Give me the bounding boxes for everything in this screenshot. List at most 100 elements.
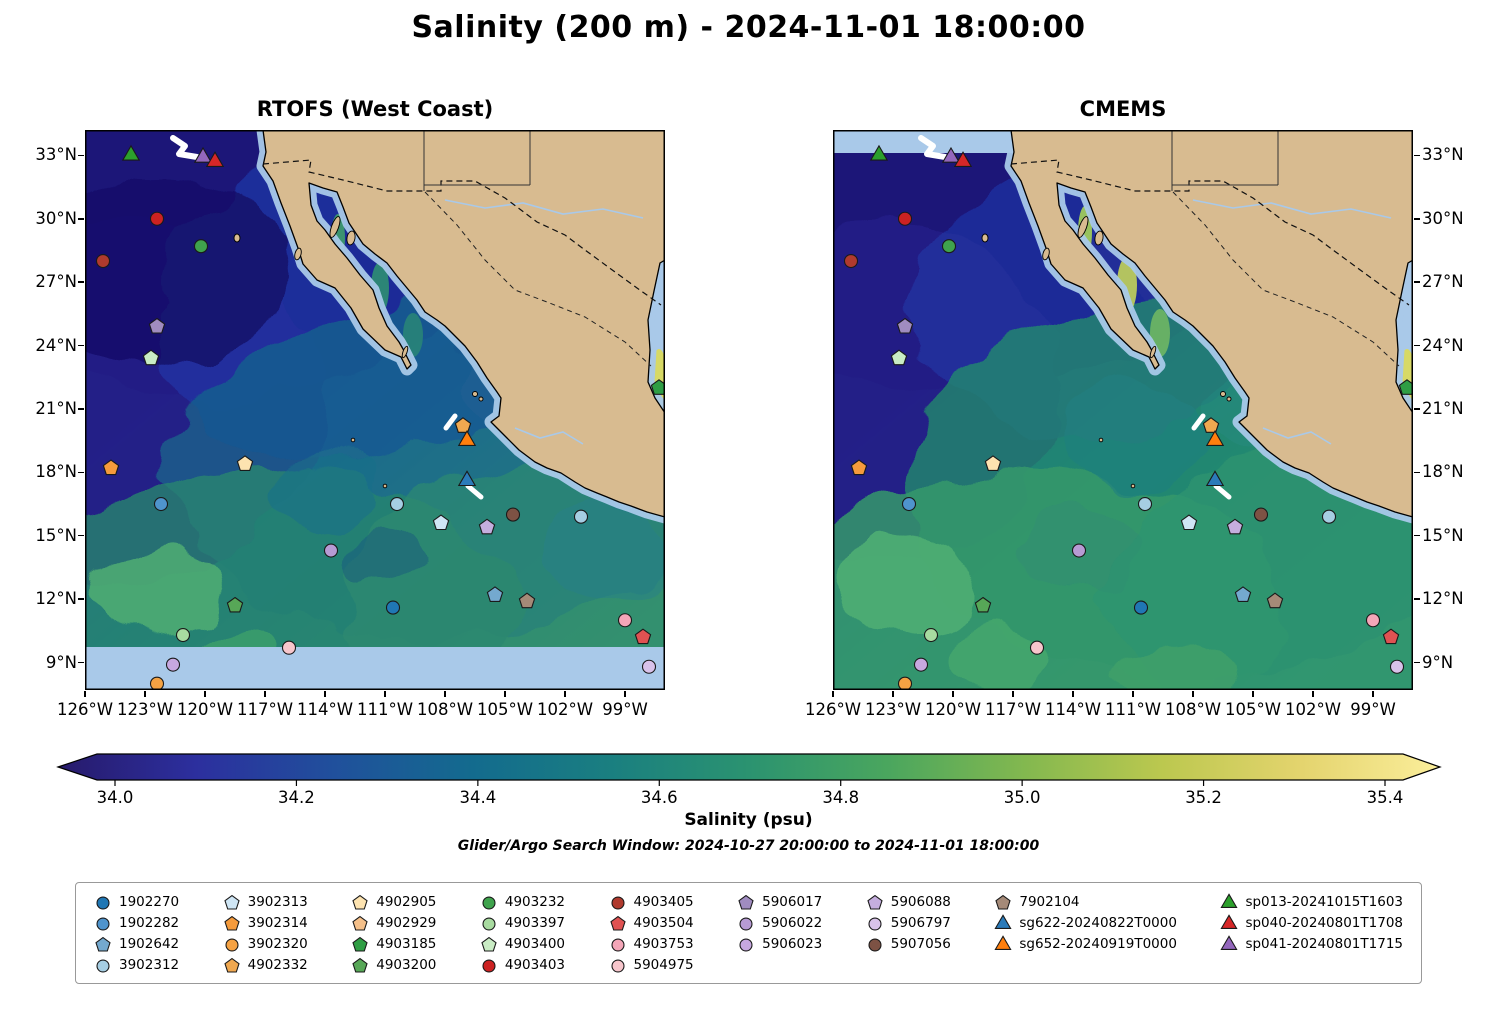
legend-marker-sp013-20241015T1603 [1220,892,1238,908]
legend-entry-label: 1902282 [119,914,180,931]
marker-4903405: 4903405 [95,253,111,269]
marker-sg652-20240919T0000: sg652-20240919T0000 [1205,429,1225,446]
marker-1902282: 1902282 [901,496,917,512]
circle-marker-icon [96,916,110,931]
marker-5907056: 5907056 [505,507,521,522]
legend-entry: 4903400 [480,933,565,954]
axis-tick [444,691,446,697]
marker-4903185: 4903185 [1398,379,1413,395]
colorbar [56,753,1442,786]
pentagon-marker-icon [352,894,368,910]
axis-tick [1414,534,1420,537]
axis-tick [624,691,626,697]
legend-marker-sg622-20240822T0000 [994,913,1012,929]
legend-marker-sp041-20240801T1715 [1220,934,1238,950]
axis-tick [264,691,266,697]
marker-4903403: 4903403 [897,211,913,226]
lon-tick-label: 123°W [864,700,922,719]
lat-tick-label: 30°N [35,208,77,228]
lat-tick-label: 18°N [35,462,77,482]
legend-marker-4903405 [610,895,625,910]
lat-tick-label: 18°N [1422,462,1464,482]
legend: 1902270 1902282 1902642 3902312 3902313 39023… [75,882,1422,984]
marker-3902312: 3902312 [1321,509,1337,524]
axis-tick [1372,691,1374,697]
lon-tick-label: 117°W [984,700,1042,719]
marker-4903397: 4903397 [175,628,191,643]
legend-column: 4903232 4903397 4903400 4903403 [480,891,565,975]
legend-entry: sp013-20241015T1603 [1220,891,1403,912]
legend-column: 4903405 4903504 4903753 5904975 [609,891,694,975]
panel-cmems-title: CMEMS [1079,97,1167,121]
marker-3902314: 3902314 [850,459,868,476]
legend-column: sp013-20241015T1603 sp040-20240801T1708 sp… [1220,891,1403,954]
marker-7902104: 7902104 [518,592,536,609]
axis-tick [1252,691,1254,697]
marker-3902314: 3902314 [102,459,120,476]
triangle-marker-icon [994,913,1012,929]
marker-3902313: 3902313 [1180,514,1198,531]
axis-tick [78,408,84,410]
legend-entry-label: 3902314 [247,914,308,931]
axis-tick [1312,691,1314,697]
marker-1902642: 1902642 [486,586,504,602]
pentagon-marker-icon [995,894,1012,910]
marker-sp040-20240801T1708: sp040-20240801T1708 [953,151,973,167]
axis-tick [832,691,834,697]
lat-tick-label: 15°N [1422,525,1464,545]
marker-1902270: 1902270 [385,600,401,615]
axis-tick [1072,691,1074,697]
legend-entry-label: sp041-20240801T1715 [1245,935,1403,952]
marker-sg652-20240919T0000: sg652-20240919T0000 [457,429,477,446]
panel-cmems: CMEMS sp013-20241015T1603 sp041-20240801T… [805,97,1464,719]
marker-sg622-20240822T0000: sg622-20240822T0000 [457,470,477,487]
legend-entry-label: 5906017 [762,893,823,910]
lon-tick-label: 120°W [176,700,234,719]
colorbar-tick-label: 34.2 [278,788,315,807]
lon-tick-label: 111°W [356,700,414,719]
circle-marker-icon [96,895,110,910]
legend-entry-label: 5907056 [890,935,951,952]
legend-marker-3902312 [96,958,110,973]
legend-marker-1902282 [96,916,110,931]
lon-tick-label: 108°W [1164,700,1222,719]
axis-tick [1414,661,1420,664]
legend-marker-4903403 [482,958,496,973]
marker-4902905: 4902905 [984,455,1002,471]
axis-tick [78,534,84,537]
legend-marker-1902270 [96,895,110,910]
lon-tick-label: 123°W [116,700,174,719]
circle-marker-icon [482,958,496,973]
legend-entry-label: sp013-20241015T1603 [1245,893,1403,910]
marker-4902332: 4902332 [1202,417,1220,433]
circle-marker-icon [610,937,625,952]
legend-entry-label: 1902642 [119,935,180,952]
legend-entry-label: 5906088 [890,893,951,910]
lon-tick-label: 108°W [416,700,474,719]
axis-tick [78,218,84,220]
axis-tick [324,691,326,697]
axis-tick [204,691,206,697]
axis-tick [78,598,84,600]
marker-5906017: 5906017 [896,317,914,334]
lon-tick-label: 111°W [1104,700,1162,719]
legend-marker-4903185 [352,936,368,952]
colorbar-tick-label: 35.4 [1366,788,1404,807]
legend-marker-3902313 [223,894,240,910]
legend-marker-5904975 [610,958,625,973]
axis-tick [1132,691,1134,697]
legend-entry: sp040-20240801T1708 [1220,912,1403,933]
marker-5906088: 5906088 [478,518,496,535]
legend-entry: 3902320 [223,933,308,954]
lat-tick-label: 27°N [35,272,77,292]
marker-5906017: 5906017 [148,317,166,334]
axis-tick [952,691,954,697]
marker-4902905: 4902905 [236,455,254,471]
lat-tick-label: 21°N [35,398,77,418]
lon-tick-label: 105°W [1224,700,1282,719]
legend-marker-sg652-20240919T0000 [994,934,1012,950]
marker-4903753: 4903753 [1365,613,1381,628]
colorbar-tick-label: 35.2 [1185,788,1222,807]
lon-tick-label: 102°W [536,700,594,719]
